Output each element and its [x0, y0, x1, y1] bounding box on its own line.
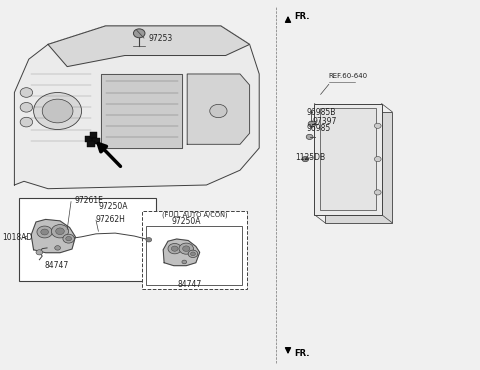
Circle shape [36, 250, 43, 255]
Circle shape [179, 243, 193, 254]
Text: 84747: 84747 [178, 280, 202, 289]
Text: 97397: 97397 [313, 117, 337, 126]
Text: REF.60-640: REF.60-640 [329, 73, 368, 79]
Text: 96985B: 96985B [306, 108, 336, 117]
Text: 97262H: 97262H [96, 215, 126, 223]
Circle shape [191, 252, 195, 256]
Bar [320, 108, 376, 210]
Bar [146, 226, 242, 285]
Circle shape [171, 246, 178, 251]
Polygon shape [314, 104, 382, 215]
Circle shape [374, 190, 381, 195]
Text: 96985: 96985 [306, 124, 331, 133]
Text: 97261E: 97261E [74, 196, 103, 205]
Circle shape [133, 29, 145, 38]
Circle shape [374, 157, 381, 162]
Text: 97253: 97253 [149, 34, 173, 43]
Text: FR.: FR. [294, 349, 309, 358]
Polygon shape [31, 219, 75, 253]
Bar [142, 211, 247, 289]
Circle shape [188, 250, 198, 258]
Bar [85, 136, 93, 142]
Text: FR.: FR. [294, 12, 309, 21]
Circle shape [42, 99, 73, 123]
Circle shape [66, 236, 72, 241]
Bar [92, 138, 100, 144]
Text: 84747: 84747 [45, 261, 69, 270]
Circle shape [308, 121, 316, 127]
Circle shape [306, 134, 313, 139]
Circle shape [374, 123, 381, 128]
Polygon shape [325, 112, 392, 223]
Circle shape [56, 228, 64, 235]
Polygon shape [163, 239, 200, 266]
Circle shape [51, 225, 69, 238]
Circle shape [20, 88, 33, 97]
Circle shape [182, 260, 187, 264]
Circle shape [210, 104, 227, 118]
Text: 1125DB: 1125DB [296, 153, 326, 162]
Circle shape [20, 102, 33, 112]
Polygon shape [187, 74, 250, 144]
Circle shape [37, 226, 52, 238]
Circle shape [20, 117, 33, 127]
Text: 97250A: 97250A [98, 202, 128, 211]
Circle shape [41, 229, 48, 235]
Text: 1018AD: 1018AD [2, 233, 33, 242]
Polygon shape [101, 74, 182, 148]
Polygon shape [48, 26, 250, 67]
Circle shape [182, 246, 190, 252]
Circle shape [146, 238, 152, 242]
Circle shape [55, 246, 60, 250]
Circle shape [168, 243, 181, 254]
Bar [90, 132, 97, 138]
Text: (FULL AUTO A/CON): (FULL AUTO A/CON) [162, 211, 227, 218]
Polygon shape [14, 26, 259, 189]
Circle shape [302, 157, 309, 162]
Text: 97250A: 97250A [171, 218, 201, 226]
Bar [19, 198, 156, 281]
Circle shape [63, 234, 74, 243]
Bar [87, 141, 95, 147]
Circle shape [34, 92, 82, 130]
